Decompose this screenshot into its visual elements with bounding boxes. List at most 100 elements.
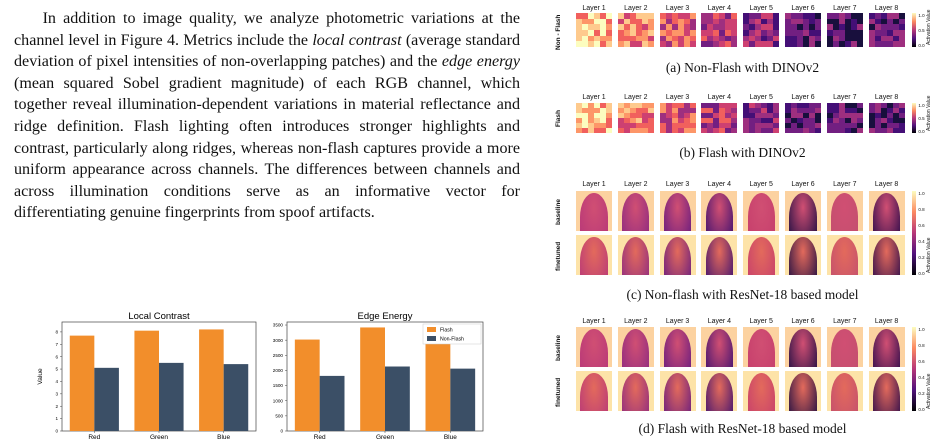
colorbar-tick: 0.0 bbox=[918, 43, 925, 48]
colorbar-tick: 0.4 bbox=[918, 375, 925, 380]
fingerprint-activation-tile bbox=[659, 371, 696, 411]
y-tick-label: 3000 bbox=[273, 338, 284, 343]
colorbar-tick: 0.5 bbox=[918, 28, 925, 33]
fingerprint-activation-tile bbox=[576, 371, 612, 411]
row-label: Non - Flash bbox=[555, 14, 562, 50]
fingerprint-activation-tile bbox=[659, 191, 696, 231]
fingerprint-activation-tile bbox=[826, 191, 863, 231]
para-text-3: (mean squared Sobel gradient magnitude) … bbox=[14, 74, 520, 222]
colorbar-tick: 1.0 bbox=[918, 191, 925, 196]
fingerprint-activation-tile bbox=[576, 191, 612, 231]
y-tick-label: 2 bbox=[55, 404, 58, 409]
fingerprint-activation-tile bbox=[617, 235, 654, 275]
colorbar-tick: 0.2 bbox=[918, 391, 925, 396]
layer-label: Layer 8 bbox=[874, 5, 899, 12]
y-tick-label: 3500 bbox=[273, 323, 284, 328]
row-label: finetuned bbox=[555, 377, 562, 408]
caption-d: (d) Flash with ResNet-18 based model bbox=[638, 421, 847, 436]
fingerprint-activation-tile bbox=[868, 371, 905, 411]
colorbar-label: Activation Value bbox=[926, 237, 933, 273]
layer-label: Layer 1 bbox=[582, 5, 606, 12]
activation-map-tile bbox=[785, 103, 821, 133]
legend-swatch bbox=[427, 327, 436, 332]
fingerprint-activation-tile bbox=[826, 235, 863, 275]
layer-label: Layer 5 bbox=[749, 318, 773, 325]
fingerprint-activation-tile bbox=[743, 191, 780, 231]
layer-label: Layer 8 bbox=[874, 318, 899, 325]
bar-flash bbox=[294, 339, 320, 431]
activation-map-tile bbox=[659, 13, 696, 47]
bar-non-flash bbox=[94, 367, 119, 431]
colorbar-tick: 0.6 bbox=[918, 223, 925, 228]
legend-label: Non-Flash bbox=[440, 337, 464, 343]
layer-label: Layer 3 bbox=[665, 181, 690, 188]
layer-label: Layer 7 bbox=[833, 181, 857, 188]
colorbar-tick: 0.0 bbox=[918, 129, 925, 134]
colorbar-c bbox=[912, 191, 917, 275]
chart-title: Local Contrast bbox=[128, 311, 190, 322]
layer-label: Layer 1 bbox=[582, 181, 606, 188]
bar-flash bbox=[69, 335, 95, 431]
bar-non-flash bbox=[450, 368, 476, 431]
layer-label: Layer 3 bbox=[665, 5, 690, 12]
fingerprint-activation-tile bbox=[826, 327, 863, 367]
channel-metrics-charts: Local Contrast 0 1 2 3 4 5 6 7 8 Value Red Green Blue… bbox=[37, 311, 484, 439]
fingerprint-activation-tile bbox=[659, 327, 696, 367]
caption-b: (b) Flash with DINOv2 bbox=[679, 145, 806, 160]
y-axis-label: Value bbox=[37, 368, 44, 385]
layer-label: Layer 6 bbox=[791, 318, 815, 325]
colorbar-b bbox=[912, 103, 917, 133]
x-tick-label: Red bbox=[314, 434, 326, 439]
fingerprint-activation-tile bbox=[785, 327, 821, 367]
activation-map-tile bbox=[868, 103, 905, 133]
fingerprint-activation-tile bbox=[743, 371, 780, 411]
activation-map-tile bbox=[659, 103, 696, 133]
fingerprint-activation-tile bbox=[617, 327, 654, 367]
layer-label: Layer 7 bbox=[833, 5, 857, 12]
activation-map-tile bbox=[868, 13, 905, 47]
layer-label: Layer 6 bbox=[791, 94, 815, 101]
layer-label: Layer 3 bbox=[665, 318, 690, 325]
y-tick-label: 4 bbox=[55, 379, 58, 384]
y-tick-label: 6 bbox=[55, 354, 58, 359]
fingerprint-activation-tile bbox=[701, 235, 738, 275]
activation-map-tile bbox=[576, 103, 612, 133]
row-label: Flash bbox=[555, 110, 562, 127]
activation-map-tile bbox=[701, 103, 738, 133]
term-edge-energy: edge energy bbox=[441, 53, 520, 71]
colorbar-d bbox=[912, 327, 917, 411]
y-tick-label: 2500 bbox=[273, 353, 284, 358]
x-tick-label: Red bbox=[88, 434, 100, 439]
activation-map-tile bbox=[617, 13, 654, 47]
fingerprint-activation-tile bbox=[576, 235, 612, 275]
colorbar-tick: 0.6 bbox=[918, 359, 925, 364]
layer-label: Layer 4 bbox=[707, 181, 732, 188]
layer-label: Layer 4 bbox=[707, 5, 732, 12]
fingerprint-activation-tile bbox=[826, 371, 863, 411]
bar-non-flash bbox=[223, 364, 249, 431]
activation-map-tile bbox=[743, 13, 780, 47]
colorbar-tick: 1.0 bbox=[918, 327, 925, 332]
y-tick-label: 1 bbox=[55, 416, 58, 421]
fingerprint-activation-tile bbox=[743, 235, 780, 275]
activation-map-tile bbox=[576, 13, 612, 47]
y-tick-label: 7 bbox=[55, 342, 58, 347]
body-paragraph: In addition to image quality, we analyze… bbox=[14, 8, 520, 224]
fingerprint-activation-tile bbox=[868, 235, 905, 275]
layer-label: Layer 5 bbox=[749, 94, 773, 101]
activation-map-tile bbox=[743, 103, 780, 133]
fingerprint-activation-tile bbox=[785, 191, 821, 231]
fingerprint-activation-tile bbox=[743, 327, 780, 367]
x-tick-label: Blue bbox=[217, 434, 230, 439]
x-tick-label: Blue bbox=[444, 434, 457, 439]
colorbar-label: Activation Value bbox=[926, 9, 933, 45]
colorbar-tick: 0.4 bbox=[918, 239, 925, 244]
activation-map-tile bbox=[785, 13, 821, 47]
layer-label: Layer 6 bbox=[791, 181, 815, 188]
activation-map-tile bbox=[617, 103, 654, 133]
y-tick-label: 3 bbox=[55, 391, 58, 396]
caption-a: (a) Non-Flash with DINOv2 bbox=[665, 60, 820, 75]
row-label: baseline bbox=[555, 199, 562, 226]
layer-label: Layer 5 bbox=[749, 5, 773, 12]
bar-flash bbox=[425, 327, 451, 431]
